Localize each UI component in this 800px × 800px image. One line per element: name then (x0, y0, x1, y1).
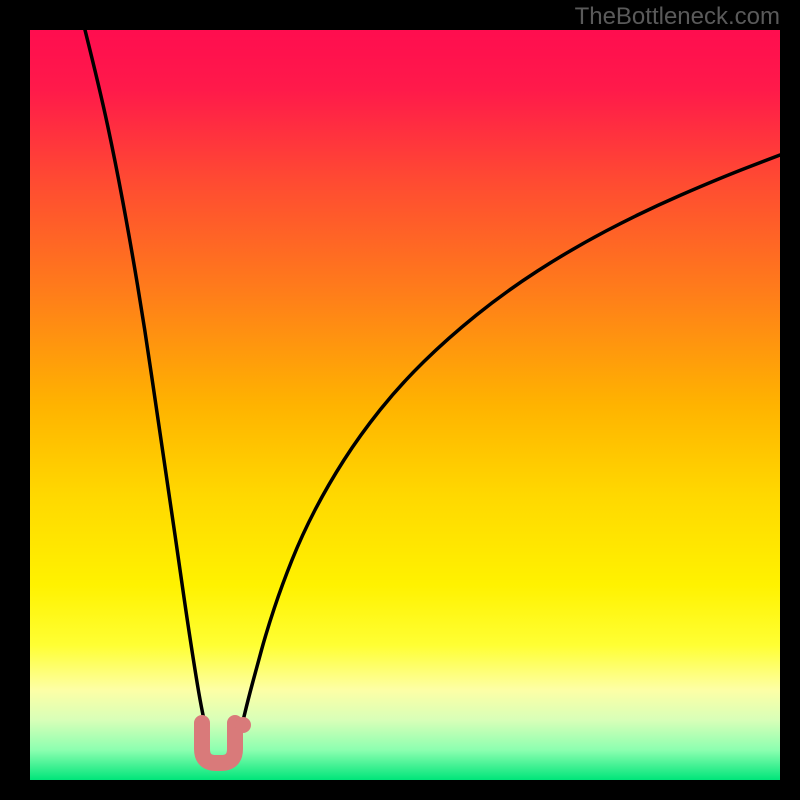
curve-right-branch (238, 155, 780, 740)
curve-left-branch (85, 30, 208, 740)
dip-dot-marker (235, 717, 251, 733)
plot-area (30, 30, 780, 780)
watermark-text: TheBottleneck.com (575, 3, 780, 31)
dip-u-marker (202, 723, 235, 763)
chart-frame: TheBottleneck.com (0, 0, 800, 800)
curve-layer (30, 30, 780, 780)
